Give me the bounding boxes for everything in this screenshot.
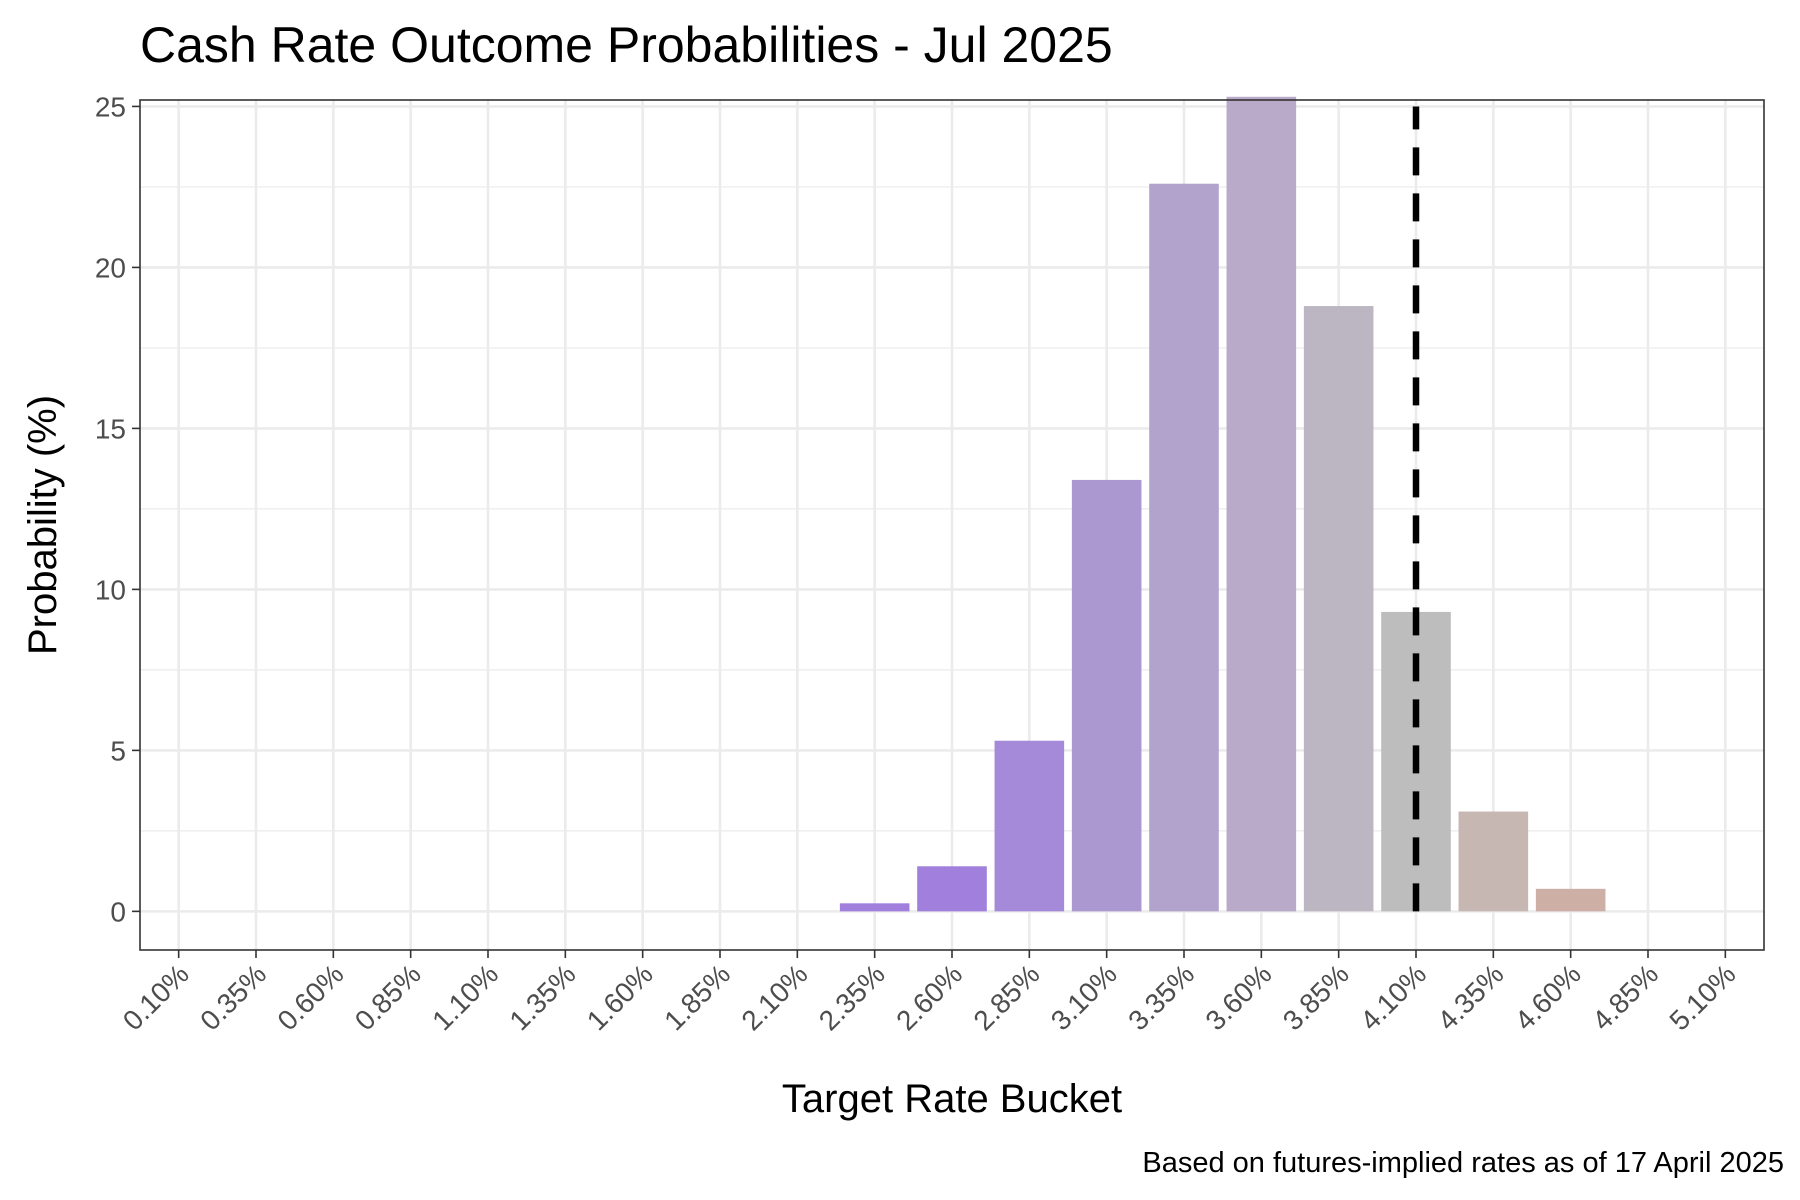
y-tick-label: 15 [95, 413, 126, 444]
x-tick-label: 1.35% [504, 958, 582, 1036]
bar-3.10% [1071, 479, 1142, 912]
x-tick-label: 3.35% [1122, 958, 1200, 1036]
x-tick-label: 1.85% [658, 958, 736, 1036]
x-tick-label: 2.85% [968, 958, 1046, 1036]
bar-3.35% [1149, 183, 1219, 912]
x-tick-label: 3.10% [1045, 958, 1123, 1036]
chart-title: Cash Rate Outcome Probabilities - Jul 20… [140, 17, 1113, 73]
bar-2.60% [917, 866, 987, 912]
x-tick-label: 2.35% [813, 958, 891, 1036]
y-tick-label: 10 [95, 574, 126, 605]
x-tick-label: 0.35% [194, 958, 272, 1036]
y-tick-label: 5 [110, 735, 126, 766]
x-tick-label: 1.10% [426, 958, 504, 1036]
x-tick-label: 3.60% [1200, 958, 1278, 1036]
x-tick-label: 2.10% [736, 958, 814, 1036]
x-axis: 0.10% 0.35% 0.60% 0.85% 1.10% 1.35% 1.60% 1.85%… [117, 950, 1742, 1036]
x-tick-label: 3.85% [1277, 958, 1355, 1036]
x-tick-label: 4.60% [1509, 958, 1587, 1036]
bar-4.35% [1458, 811, 1529, 912]
chart-caption: Based on futures-implied rates as of 17 … [1142, 1147, 1784, 1179]
x-tick-label: 2.60% [890, 958, 968, 1036]
bars [839, 96, 1606, 912]
x-tick-label: 4.10% [1354, 958, 1432, 1036]
x-axis-title: Target Rate Bucket [782, 1077, 1122, 1121]
x-tick-label: 0.60% [272, 958, 350, 1036]
x-tick-label: 4.85% [1586, 958, 1664, 1036]
x-tick-label: 5.10% [1664, 958, 1742, 1036]
y-tick-label: 20 [95, 252, 126, 283]
y-tick-label: 0 [110, 896, 126, 927]
y-tick-label: 25 [95, 91, 126, 122]
bar-2.85% [994, 740, 1065, 912]
bar-4.60% [1535, 888, 1606, 912]
bar-3.60% [1226, 96, 1297, 912]
y-axis: 0 5 10 15 20 25 [95, 91, 140, 927]
bar-3.85% [1303, 306, 1374, 912]
bar-2.35% [839, 903, 910, 912]
x-tick-label: 4.35% [1432, 958, 1510, 1036]
x-tick-label: 0.85% [349, 958, 427, 1036]
y-axis-title: Probability (%) [21, 395, 65, 655]
x-tick-label: 1.60% [581, 958, 659, 1036]
x-tick-label: 0.10% [117, 958, 195, 1036]
